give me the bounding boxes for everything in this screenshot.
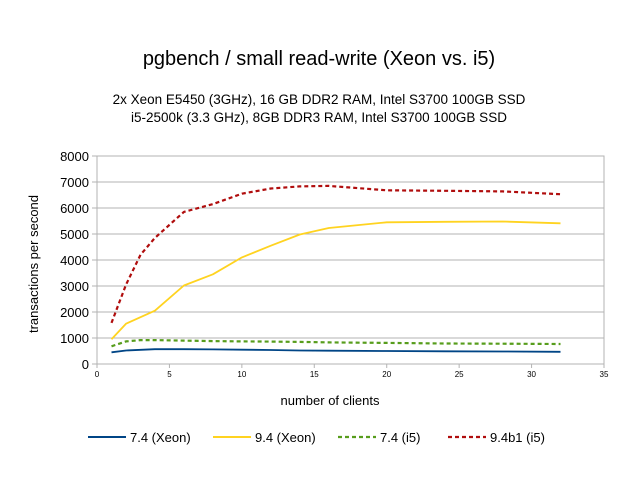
- y-tick-label: 3000: [60, 279, 89, 294]
- x-tick-label: 5: [167, 370, 172, 379]
- x-tick-label: 15: [310, 370, 319, 379]
- y-tick-labels: 0 1000 2000 3000 4000 5000 6000 7000 8000: [60, 149, 89, 372]
- series-line-9-4b1-i5: [110, 184, 561, 324]
- y-tick-label: 4000: [60, 253, 89, 268]
- legend-label: 7.4 (i5): [380, 430, 420, 445]
- series-lines: [110, 184, 561, 354]
- x-tick-label: 25: [455, 370, 464, 379]
- y-tick-label: 8000: [60, 149, 89, 164]
- x-tick-label: 10: [237, 370, 246, 379]
- x-axis-label: number of clients: [281, 393, 380, 408]
- chart-title: pgbench / small read-write (Xeon vs. i5): [143, 48, 495, 70]
- series-line-9-4-xeon: [110, 220, 561, 340]
- series-line-7-4-i5: [111, 339, 561, 348]
- y-tick-label: 5000: [60, 227, 89, 242]
- x-tick-label: 30: [527, 370, 536, 379]
- x-tick-label: 20: [382, 370, 391, 379]
- legend-label: 9.4b1 (i5): [490, 430, 545, 445]
- x-tick-label: 0: [95, 370, 100, 379]
- y-axis-label: transactions per second: [26, 195, 41, 333]
- x-tick-label: 35: [600, 370, 609, 379]
- y-tick-label: 7000: [60, 175, 89, 190]
- x-tick-labels: 0 5 10 15 20 25 30 35: [95, 370, 609, 379]
- gridlines: [92, 155, 605, 368]
- series-line-7-4-xeon: [111, 348, 561, 354]
- y-tick-label: 6000: [60, 201, 89, 216]
- chart-subtitle-line-2: i5-2500k (3.3 GHz), 8GB DDR3 RAM, Intel …: [131, 110, 507, 125]
- legend: 7.4 (Xeon) 9.4 (Xeon) 7.4 (i5) 9.4b1 (i5): [88, 430, 545, 445]
- y-tick-label: 0: [82, 357, 89, 372]
- chart-subtitle-line-1: 2x Xeon E5450 (3GHz), 16 GB DDR2 RAM, In…: [113, 92, 526, 107]
- y-tick-label: 1000: [60, 331, 89, 346]
- legend-label: 9.4 (Xeon): [255, 430, 316, 445]
- y-tick-label: 2000: [60, 305, 89, 320]
- legend-label: 7.4 (Xeon): [130, 430, 191, 445]
